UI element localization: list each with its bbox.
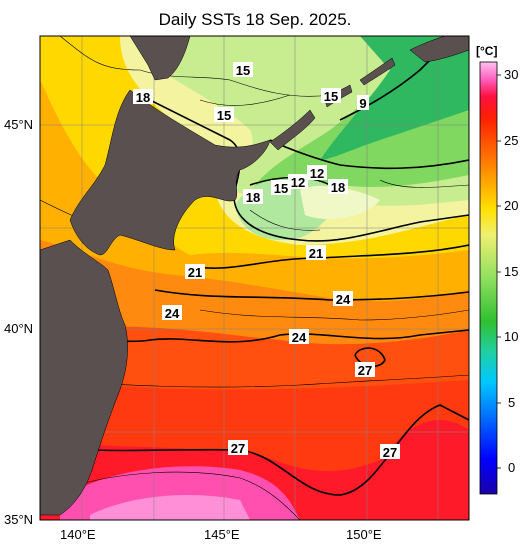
- contour-label: 12: [288, 174, 308, 190]
- contour-label-text: 15: [324, 89, 338, 104]
- sst-cool-pocket: [300, 185, 380, 220]
- contour-label: 9: [357, 95, 369, 111]
- lat-label: 40°N: [4, 321, 34, 336]
- contour-label-text: 12: [291, 175, 305, 190]
- contour-label-text: 24: [292, 330, 307, 345]
- kuril-3: [359, 57, 396, 86]
- colorbar-tick-label: 10: [504, 329, 519, 344]
- hokkaido: [69, 89, 271, 256]
- colorbar-ticks: [497, 74, 501, 469]
- lat-label: 45°N: [4, 117, 34, 132]
- contour-label: 27: [380, 444, 400, 460]
- map-title: Daily SSTs 18 Sep. 2025.: [158, 10, 352, 29]
- contour-label-text: 15: [217, 108, 231, 123]
- contour-label: 15: [321, 88, 341, 104]
- sst-band-9: [320, 36, 469, 160]
- sakhalin: [129, 36, 191, 81]
- sst-band-30: [90, 495, 250, 520]
- contour-label: 15: [271, 180, 291, 196]
- contour-label-text: 24: [336, 292, 351, 307]
- contour-label: 21: [185, 264, 205, 280]
- contour-label: 18: [133, 89, 153, 105]
- colorbar-tick-label: 15: [504, 264, 519, 279]
- colorbar-unit: [°C]: [476, 44, 498, 58]
- contour-label: 24: [289, 329, 309, 345]
- contour-label: 27: [228, 440, 248, 456]
- contour-label: 18: [328, 179, 348, 195]
- lon-label: 150°E: [346, 527, 382, 542]
- contour-label: 15: [233, 62, 253, 78]
- kuril-1: [269, 109, 316, 151]
- contour-label: 27: [355, 362, 375, 378]
- lon-label: 145°E: [204, 527, 240, 542]
- contour-label-text: 12: [310, 166, 324, 181]
- contour-label: 18: [243, 189, 263, 205]
- lon-label: 140°E: [60, 527, 96, 542]
- contour-label-text: 27: [383, 445, 397, 460]
- map-frame: [39, 35, 470, 521]
- colorbar-tick-label: 0: [508, 460, 516, 475]
- contour-label-text: 21: [309, 246, 323, 261]
- honshu-north: [40, 239, 128, 516]
- colorbar-tick-label: 25: [504, 133, 519, 148]
- colorbar-tick-label: 30: [504, 67, 519, 82]
- contour-label-text: 18: [246, 190, 260, 205]
- colorbar: [479, 61, 498, 495]
- contour-label-text: 15: [274, 181, 288, 196]
- contour-label-text: 9: [359, 96, 366, 111]
- contour-label-text: 24: [165, 306, 180, 321]
- contour-label: 24: [333, 291, 353, 307]
- contour-label-text: 21: [188, 265, 202, 280]
- lat-label: 35°N: [4, 512, 34, 527]
- contour-label-text: 18: [136, 90, 150, 105]
- contour-label: 21: [306, 245, 326, 261]
- colorbar-tick-label: 20: [504, 198, 519, 213]
- contour-label: 12: [307, 165, 327, 181]
- contour-label-text: 18: [331, 180, 345, 195]
- landmass: [40, 36, 469, 516]
- contour-label-text: 27: [231, 441, 245, 456]
- contour-label: 24: [162, 305, 182, 321]
- colorbar-tick-label: 5: [508, 395, 516, 410]
- contour-label: 15: [214, 107, 234, 123]
- kamchatka-tip: [409, 36, 469, 63]
- contour-label-text: 15: [236, 63, 250, 78]
- contour-label-text: 27: [358, 363, 372, 378]
